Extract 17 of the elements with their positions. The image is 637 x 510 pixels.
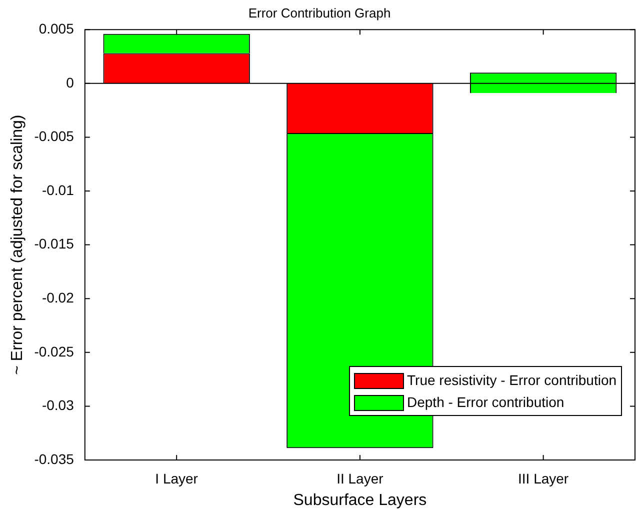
y-tick-label: -0.035 xyxy=(34,450,74,467)
x-axis-title: Subsurface Layers xyxy=(293,492,427,509)
y-tick-label: -0.03 xyxy=(42,397,74,414)
legend-label: Depth - Error contribution xyxy=(407,394,564,410)
legend-label: True resistivity - Error contribution xyxy=(407,372,617,388)
chart-title: Error Contribution Graph xyxy=(248,5,391,20)
y-tick-label: 0.005 xyxy=(38,20,74,36)
x-tick-label: III Layer xyxy=(518,470,569,486)
y-tick-label: -0.025 xyxy=(34,343,74,360)
y-tick-label: -0.02 xyxy=(42,289,74,306)
y-tick-label: -0.01 xyxy=(42,182,74,198)
x-tick-label: I Layer xyxy=(155,470,198,486)
y-tick-label: -0.015 xyxy=(34,236,74,252)
y-tick-label: -0.005 xyxy=(34,128,74,144)
y-tick-label: 0 xyxy=(66,74,74,90)
y-axis-title: ~ Error percent (adjusted for scaling) xyxy=(9,114,26,375)
x-tick-label: II Layer xyxy=(336,470,384,486)
